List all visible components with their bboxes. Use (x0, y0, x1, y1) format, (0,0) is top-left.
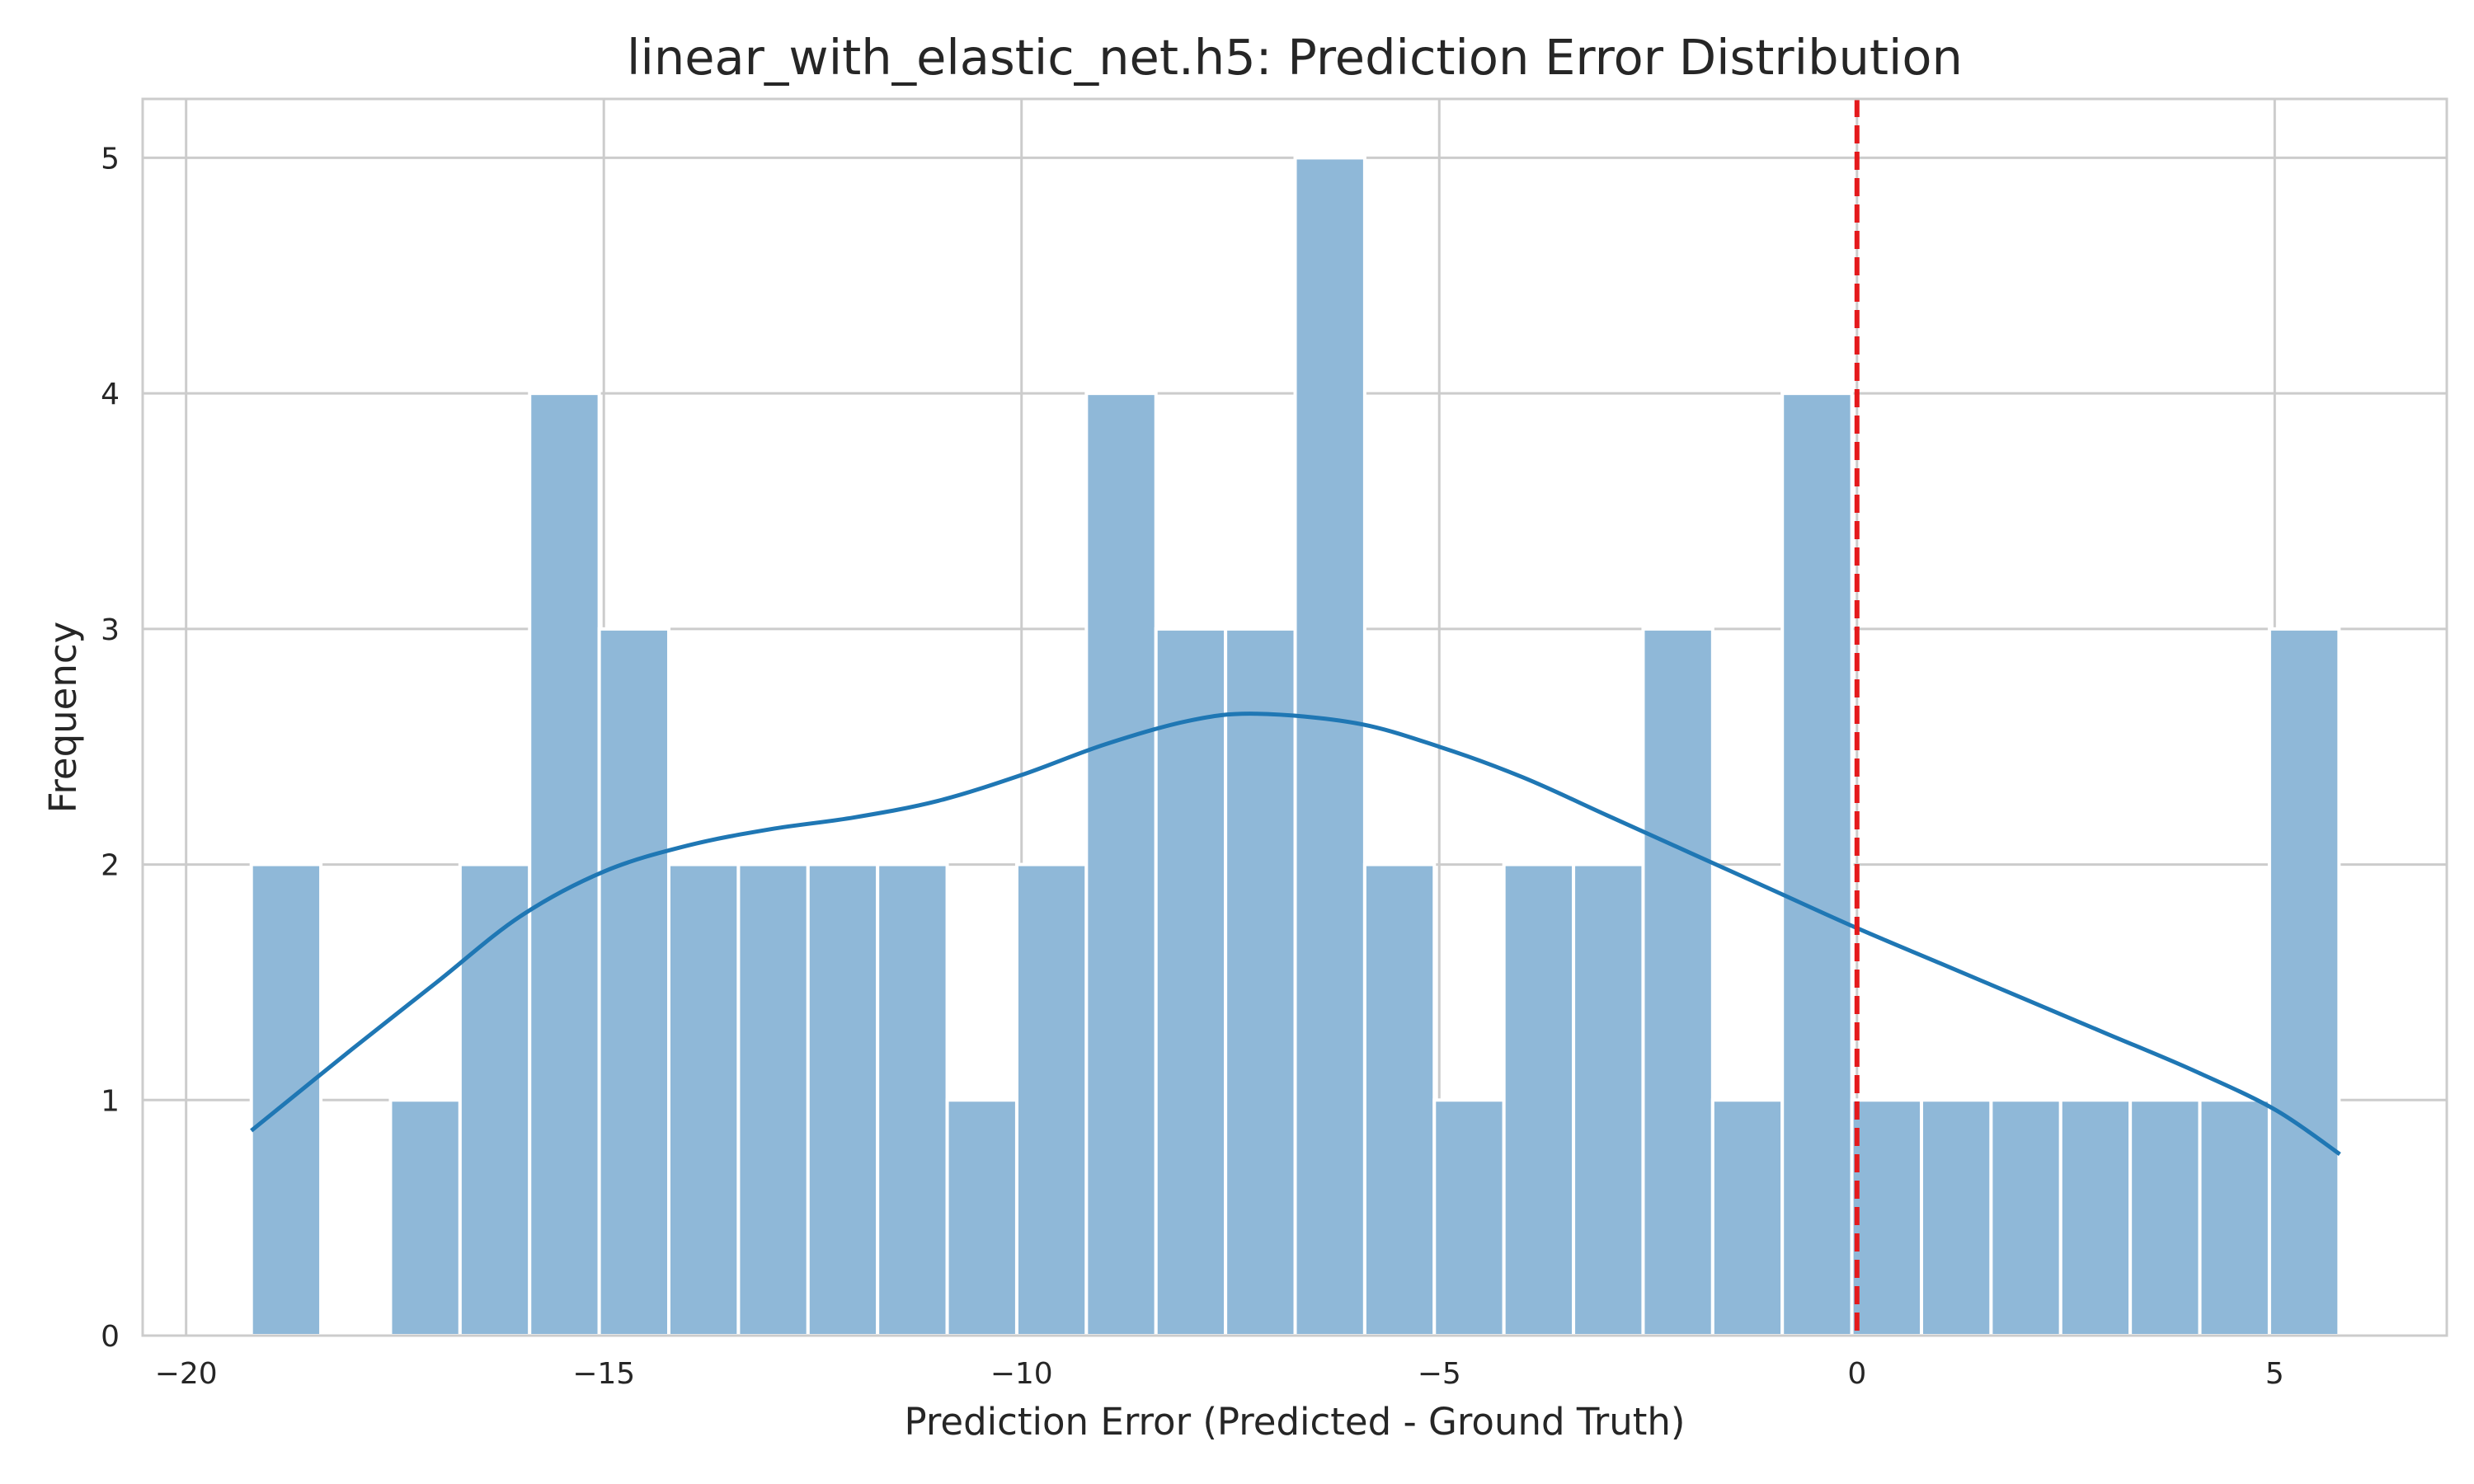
histogram-bar (806, 862, 880, 1337)
histogram-bar (1850, 1098, 1923, 1338)
x-tick-label: −15 (572, 1357, 635, 1391)
histogram-bar (1293, 156, 1366, 1337)
histogram-bar (736, 862, 810, 1337)
histogram-bar (1780, 392, 1854, 1338)
histogram-bar (1710, 1098, 1785, 1338)
y-tick-label: 3 (101, 613, 120, 647)
chart-title: linear_with_elastic_net.h5: Prediction E… (627, 29, 1963, 86)
kde-curve-group (250, 711, 2341, 1157)
histogram-bar (1919, 1098, 1993, 1338)
histogram-bar (528, 392, 601, 1338)
histogram-bar (388, 1098, 462, 1338)
y-tick-label: 5 (101, 142, 120, 176)
histogram-bar (458, 862, 532, 1337)
x-axis-ticks: −20 −15 −10 −5 0 5 (155, 1357, 2284, 1391)
y-axis-label: Frequency (41, 622, 85, 813)
y-axis-ticks: 0 1 2 3 4 5 (101, 142, 120, 1354)
y-tick-label: 1 (101, 1084, 120, 1118)
kde-curve (250, 711, 2341, 1157)
histogram-bar (1641, 627, 1714, 1337)
y-tick-label: 2 (101, 849, 120, 883)
histogram-bar (1014, 862, 1089, 1337)
histogram-bar (2058, 1098, 2133, 1338)
histogram-bar (2198, 1098, 2271, 1338)
histogram-bar (1989, 1098, 2062, 1338)
histogram-bar (1502, 862, 1576, 1337)
bars (249, 156, 2341, 1338)
histogram-bar (1572, 862, 1645, 1337)
histogram-bar (667, 862, 741, 1337)
histogram-bar (1084, 392, 1158, 1338)
x-tick-label: 0 (1847, 1357, 1866, 1391)
histogram-bar (1154, 627, 1228, 1337)
x-tick-label: 5 (2265, 1357, 2284, 1391)
histogram-bar (2128, 1098, 2202, 1338)
y-tick-label: 4 (101, 378, 120, 411)
histogram-bar (2267, 627, 2341, 1337)
plot-frame (141, 97, 2448, 1337)
x-tick-label: −10 (990, 1357, 1053, 1391)
x-axis-label: Prediction Error (Predicted - Ground Tru… (905, 1400, 1686, 1444)
histogram-bar (1432, 1098, 1506, 1338)
histogram-bar (945, 1098, 1018, 1338)
histogram-bar (1362, 862, 1437, 1337)
y-tick-label: 0 (101, 1320, 120, 1354)
x-tick-label: −20 (155, 1357, 218, 1391)
histogram-bar (1224, 627, 1297, 1337)
histogram-bar (876, 862, 949, 1337)
histogram-bar (597, 627, 671, 1337)
x-tick-label: −5 (1418, 1357, 1461, 1391)
